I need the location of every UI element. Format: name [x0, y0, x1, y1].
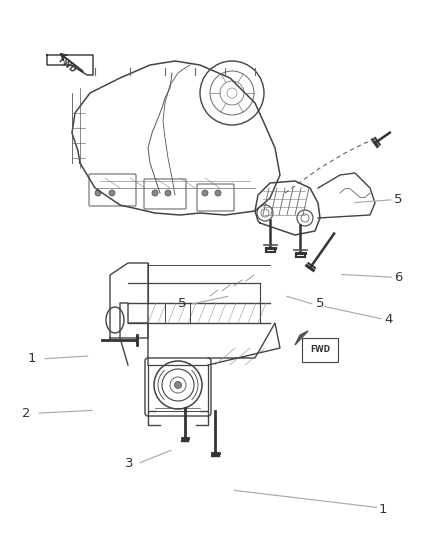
Circle shape — [95, 190, 101, 196]
Text: 3: 3 — [125, 457, 134, 470]
Polygon shape — [295, 331, 308, 345]
Text: 5: 5 — [394, 193, 403, 206]
Circle shape — [215, 190, 221, 196]
Circle shape — [152, 190, 158, 196]
Text: 2: 2 — [22, 407, 31, 419]
Circle shape — [165, 190, 171, 196]
Text: 1: 1 — [27, 352, 36, 365]
Text: 1: 1 — [379, 503, 388, 515]
Text: 6: 6 — [394, 271, 403, 284]
Circle shape — [202, 190, 208, 196]
Text: 5: 5 — [315, 297, 324, 310]
Text: 4: 4 — [385, 313, 393, 326]
Text: FWD: FWD — [57, 55, 78, 75]
Circle shape — [109, 190, 115, 196]
Text: 5: 5 — [177, 297, 186, 310]
Circle shape — [174, 382, 181, 389]
Text: FWD: FWD — [310, 345, 330, 354]
